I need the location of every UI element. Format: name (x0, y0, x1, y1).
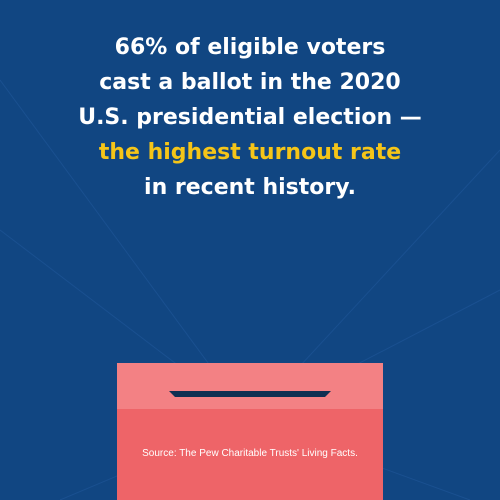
headline-line-2: cast a ballot in the 2020 (99, 70, 401, 95)
source-credit: Source: The Pew Charitable Trusts' Livin… (142, 448, 358, 459)
headline-highlight: the highest turnout rate (98, 140, 402, 165)
headline-line-5: in recent history. (144, 175, 356, 200)
ballot-box-icon (117, 363, 383, 500)
ballot-slot (169, 391, 331, 397)
ballot-box-top (117, 363, 383, 409)
headline-line-1: 66% of eligible voters (114, 35, 386, 60)
headline: 66% of eligible voters cast a ballot in … (0, 30, 500, 205)
ballot-box-front (117, 409, 383, 500)
headline-line-3: U.S. presidential election — (78, 105, 422, 130)
